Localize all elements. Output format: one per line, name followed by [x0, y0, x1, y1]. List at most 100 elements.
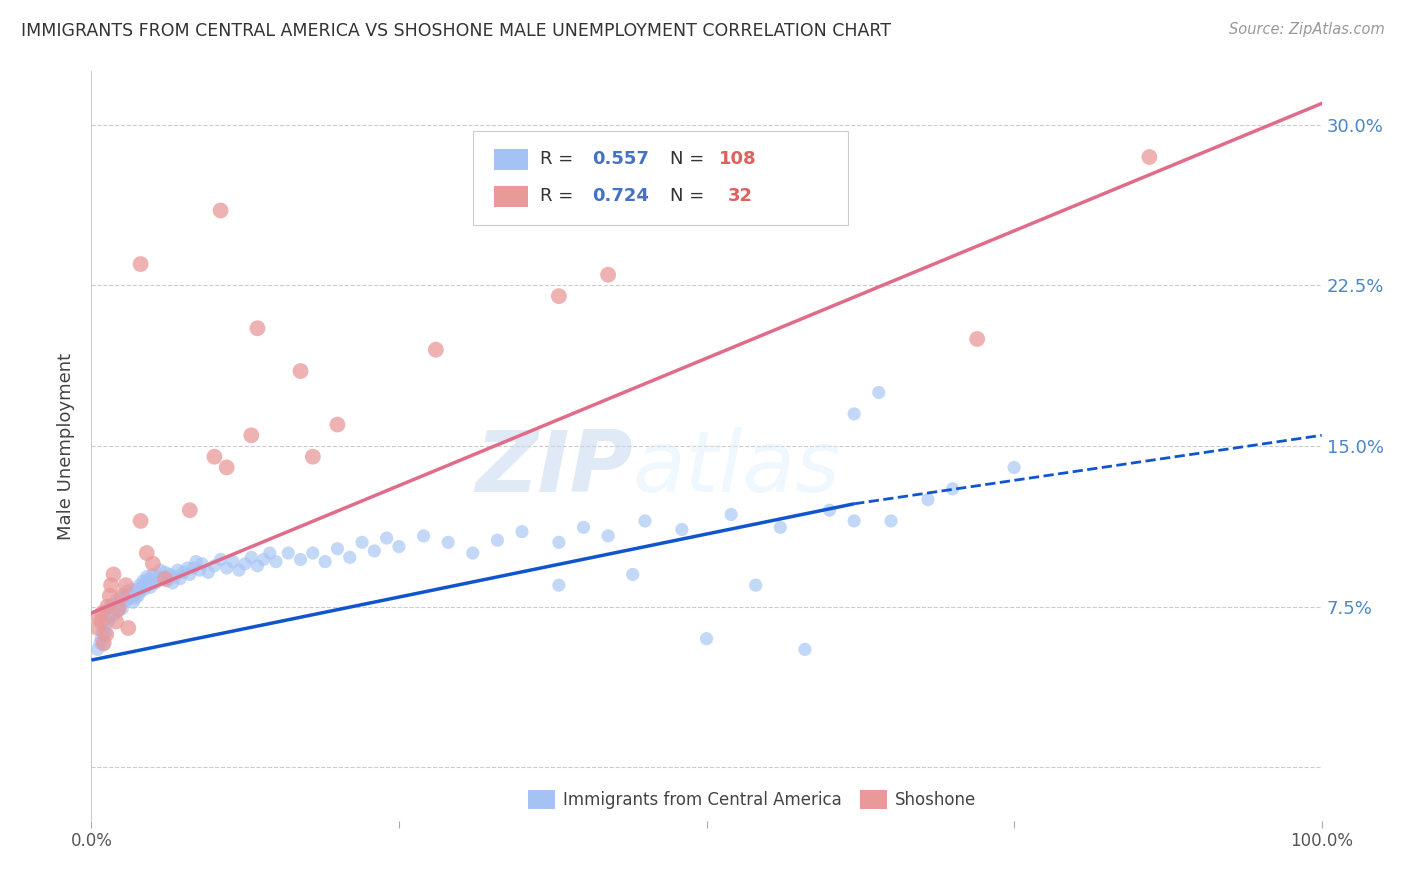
Y-axis label: Male Unemployment: Male Unemployment — [58, 352, 76, 540]
Point — [733, 139, 755, 153]
Point — [127, 589, 149, 603]
Point — [90, 632, 112, 646]
Point — [110, 591, 132, 605]
Point — [105, 599, 128, 614]
Text: 32: 32 — [727, 187, 752, 205]
Point — [135, 546, 157, 560]
Point — [868, 385, 890, 400]
Point — [96, 599, 118, 614]
Text: 108: 108 — [718, 150, 756, 168]
Point — [94, 615, 117, 629]
Point — [326, 541, 349, 556]
Point — [114, 589, 136, 603]
Point — [107, 601, 129, 615]
Point — [112, 595, 135, 609]
Point — [135, 576, 156, 591]
Point — [118, 591, 141, 605]
Point — [129, 257, 152, 271]
Point — [246, 321, 269, 335]
Text: 0.557: 0.557 — [592, 150, 650, 168]
Point — [153, 566, 177, 580]
FancyBboxPatch shape — [472, 131, 848, 225]
Point — [461, 546, 484, 560]
Text: Source: ZipAtlas.com: Source: ZipAtlas.com — [1229, 22, 1385, 37]
Point — [149, 563, 172, 577]
Point — [141, 574, 163, 588]
Point — [209, 552, 232, 566]
Point — [146, 569, 169, 583]
Point — [145, 576, 166, 591]
Point — [246, 558, 269, 573]
Point — [941, 482, 963, 496]
Point — [98, 599, 121, 614]
Point — [240, 428, 263, 442]
Point — [98, 589, 121, 603]
Point — [339, 550, 361, 565]
Point — [326, 417, 349, 432]
Point — [621, 567, 644, 582]
Point — [818, 503, 841, 517]
Point — [104, 601, 127, 615]
Bar — [494, 186, 529, 207]
Point — [163, 569, 186, 583]
Text: N =: N = — [669, 187, 710, 205]
Point — [135, 569, 157, 583]
Point — [966, 332, 988, 346]
Point — [240, 550, 263, 565]
Point — [179, 503, 201, 517]
Point — [363, 544, 385, 558]
Point — [510, 524, 533, 539]
Point — [93, 636, 115, 650]
Point — [139, 580, 162, 594]
Point — [290, 364, 312, 378]
Point — [176, 561, 198, 575]
Point — [105, 606, 127, 620]
Text: N =: N = — [669, 150, 710, 168]
Point — [100, 578, 122, 592]
Point — [695, 182, 717, 196]
Point — [720, 508, 742, 522]
Point — [98, 610, 121, 624]
Point — [115, 593, 138, 607]
Point — [183, 561, 205, 575]
Bar — [494, 149, 529, 169]
Point — [842, 407, 865, 421]
Point — [695, 632, 717, 646]
Point — [437, 535, 460, 549]
Point — [197, 566, 219, 580]
Point — [91, 606, 114, 620]
Point — [152, 572, 174, 586]
Point — [215, 561, 238, 575]
Point — [101, 598, 124, 612]
Point — [166, 563, 188, 577]
Point — [142, 567, 165, 582]
Point — [159, 567, 181, 582]
Text: 0.724: 0.724 — [592, 187, 650, 205]
Point — [117, 621, 139, 635]
Point — [91, 625, 114, 640]
Point — [233, 557, 256, 571]
Point — [86, 642, 108, 657]
Point — [259, 546, 281, 560]
Point — [228, 563, 250, 577]
Point — [108, 598, 131, 612]
Point — [96, 610, 117, 624]
Point — [96, 606, 118, 620]
Text: Shoshone: Shoshone — [894, 790, 976, 809]
Point — [547, 289, 569, 303]
Point — [352, 535, 374, 549]
Point — [301, 546, 323, 560]
Point — [105, 593, 127, 607]
Point — [572, 520, 595, 534]
Point — [93, 621, 115, 635]
Point — [87, 610, 110, 624]
Point — [671, 523, 693, 537]
Point — [117, 587, 139, 601]
Point — [142, 557, 165, 571]
Text: R =: R = — [540, 150, 579, 168]
Point — [156, 574, 179, 588]
Point — [264, 555, 287, 569]
Point — [105, 615, 127, 629]
Point — [745, 578, 768, 592]
Point — [124, 591, 146, 605]
